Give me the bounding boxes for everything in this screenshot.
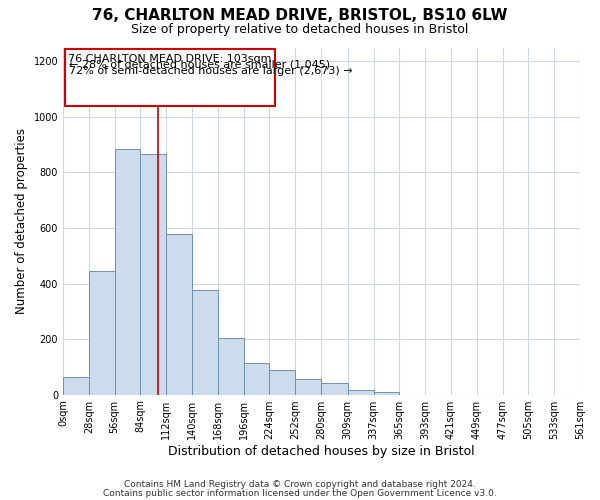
Text: Contains HM Land Registry data © Crown copyright and database right 2024.: Contains HM Land Registry data © Crown c… bbox=[124, 480, 476, 489]
Text: Size of property relative to detached houses in Bristol: Size of property relative to detached ho… bbox=[131, 22, 469, 36]
Bar bbox=[218, 338, 244, 394]
Text: ← 28% of detached houses are smaller (1,045): ← 28% of detached houses are smaller (1,… bbox=[68, 60, 329, 70]
Bar bbox=[63, 376, 89, 394]
Bar bbox=[321, 382, 348, 394]
Text: 76 CHARLTON MEAD DRIVE: 103sqm: 76 CHARLTON MEAD DRIVE: 103sqm bbox=[68, 54, 272, 64]
Text: 76, CHARLTON MEAD DRIVE, BRISTOL, BS10 6LW: 76, CHARLTON MEAD DRIVE, BRISTOL, BS10 6… bbox=[92, 8, 508, 22]
Bar bbox=[244, 362, 269, 394]
Bar bbox=[65, 49, 275, 106]
Bar bbox=[166, 234, 192, 394]
Bar bbox=[140, 154, 166, 394]
X-axis label: Distribution of detached houses by size in Bristol: Distribution of detached houses by size … bbox=[168, 444, 475, 458]
Text: Contains public sector information licensed under the Open Government Licence v3: Contains public sector information licen… bbox=[103, 489, 497, 498]
Bar bbox=[192, 290, 218, 395]
Bar bbox=[269, 370, 295, 394]
Bar bbox=[295, 379, 321, 394]
Y-axis label: Number of detached properties: Number of detached properties bbox=[15, 128, 28, 314]
Bar bbox=[89, 271, 115, 394]
Text: 72% of semi-detached houses are larger (2,673) →: 72% of semi-detached houses are larger (… bbox=[68, 66, 352, 76]
Bar bbox=[374, 392, 400, 394]
Bar bbox=[115, 149, 140, 394]
Bar bbox=[348, 390, 374, 394]
